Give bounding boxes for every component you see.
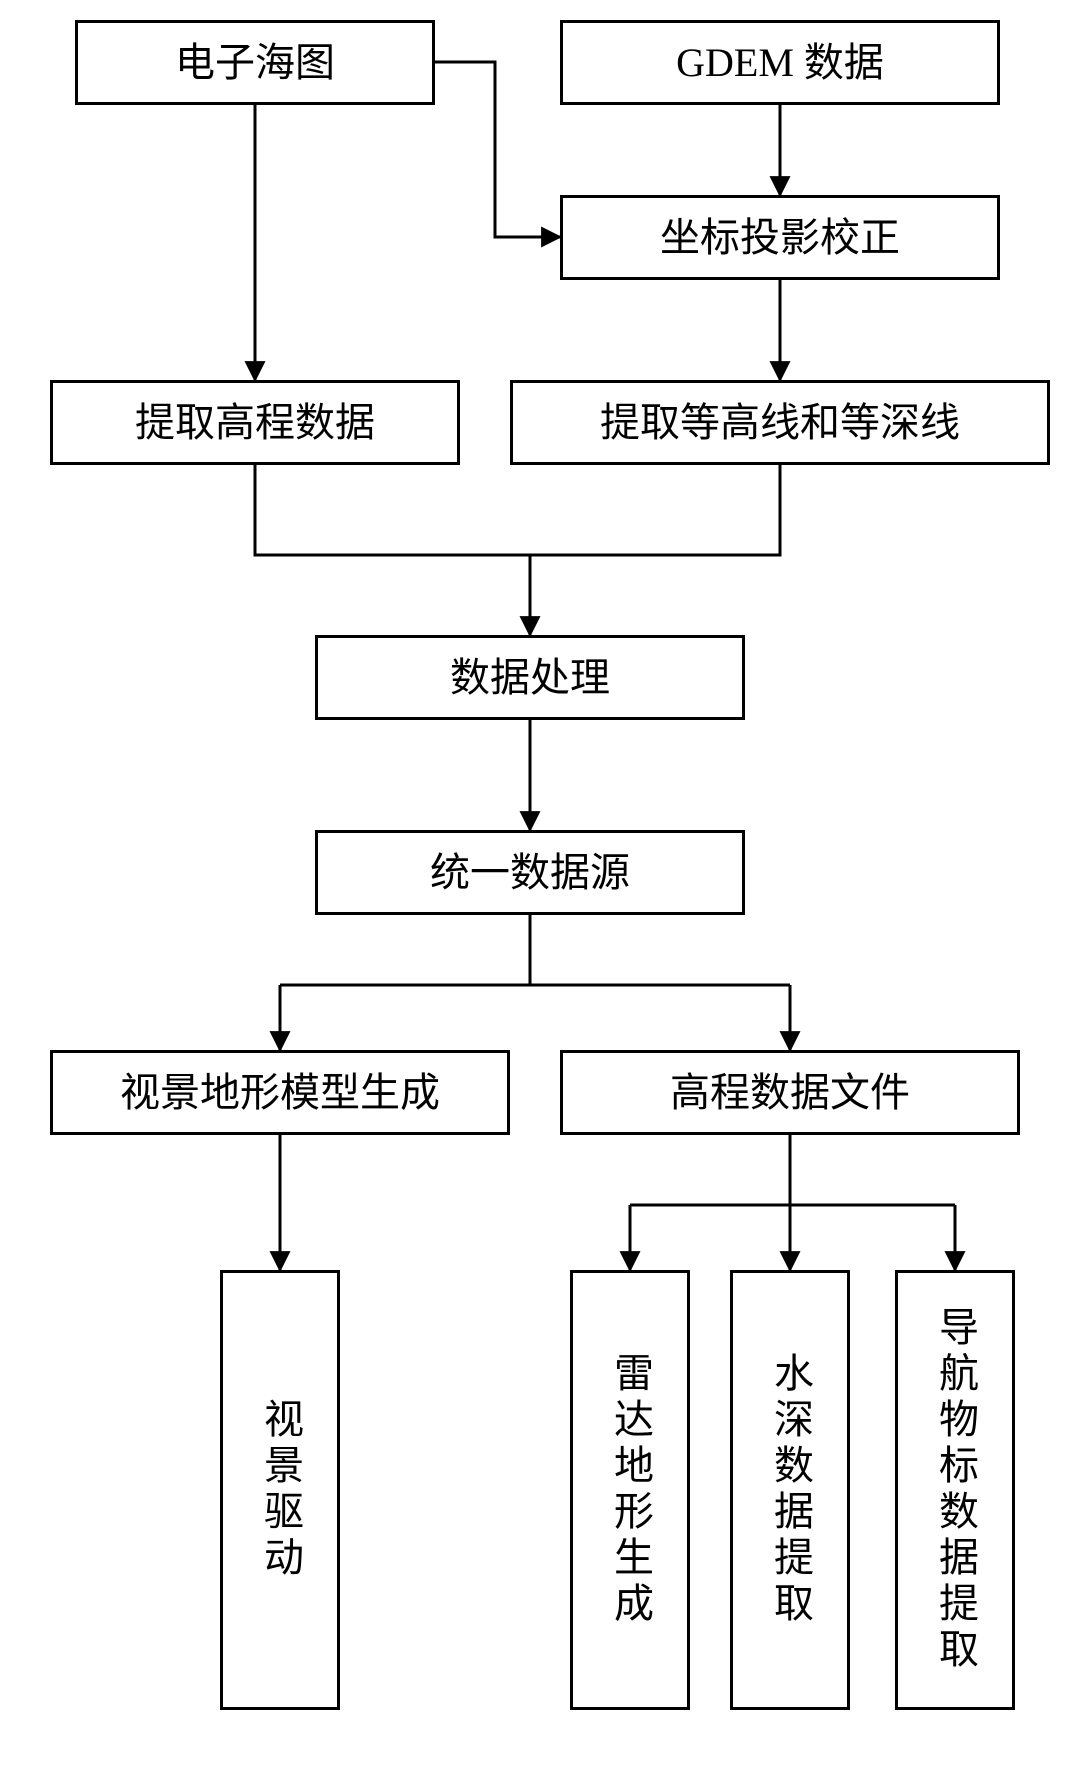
node-label: GDEM 数据: [676, 39, 884, 87]
node-label: 视景驱动: [256, 1398, 304, 1582]
node-data-processing: 数据处理: [315, 635, 745, 720]
node-extract-elevation: 提取高程数据: [50, 380, 460, 465]
node-label: 视景地形模型生成: [120, 1069, 440, 1117]
node-label: 提取等高线和等深线: [600, 399, 960, 447]
node-radar-terrain-gen: 雷达地形生成: [570, 1270, 690, 1710]
node-visual-terrain-model: 视景地形模型生成: [50, 1050, 510, 1135]
node-coord-projection-correction: 坐标投影校正: [560, 195, 1000, 280]
node-label: 坐标投影校正: [660, 214, 900, 262]
node-label: 高程数据文件: [670, 1069, 910, 1117]
node-label: 雷达地形生成: [606, 1352, 654, 1628]
node-label: 导航物标数据提取: [931, 1306, 979, 1674]
node-visual-drive: 视景驱动: [220, 1270, 340, 1710]
node-nav-marker-extract: 导航物标数据提取: [895, 1270, 1015, 1710]
node-label: 水深数据提取: [766, 1352, 814, 1628]
node-label: 提取高程数据: [135, 399, 375, 447]
node-label: 数据处理: [450, 654, 610, 702]
node-extract-contour-bathy: 提取等高线和等深线: [510, 380, 1050, 465]
node-gdem-data: GDEM 数据: [560, 20, 1000, 105]
node-electronic-chart: 电子海图: [75, 20, 435, 105]
node-label: 电子海图: [175, 39, 335, 87]
node-unified-data-source: 统一数据源: [315, 830, 745, 915]
node-elevation-data-file: 高程数据文件: [560, 1050, 1020, 1135]
node-depth-data-extract: 水深数据提取: [730, 1270, 850, 1710]
node-label: 统一数据源: [430, 849, 630, 897]
